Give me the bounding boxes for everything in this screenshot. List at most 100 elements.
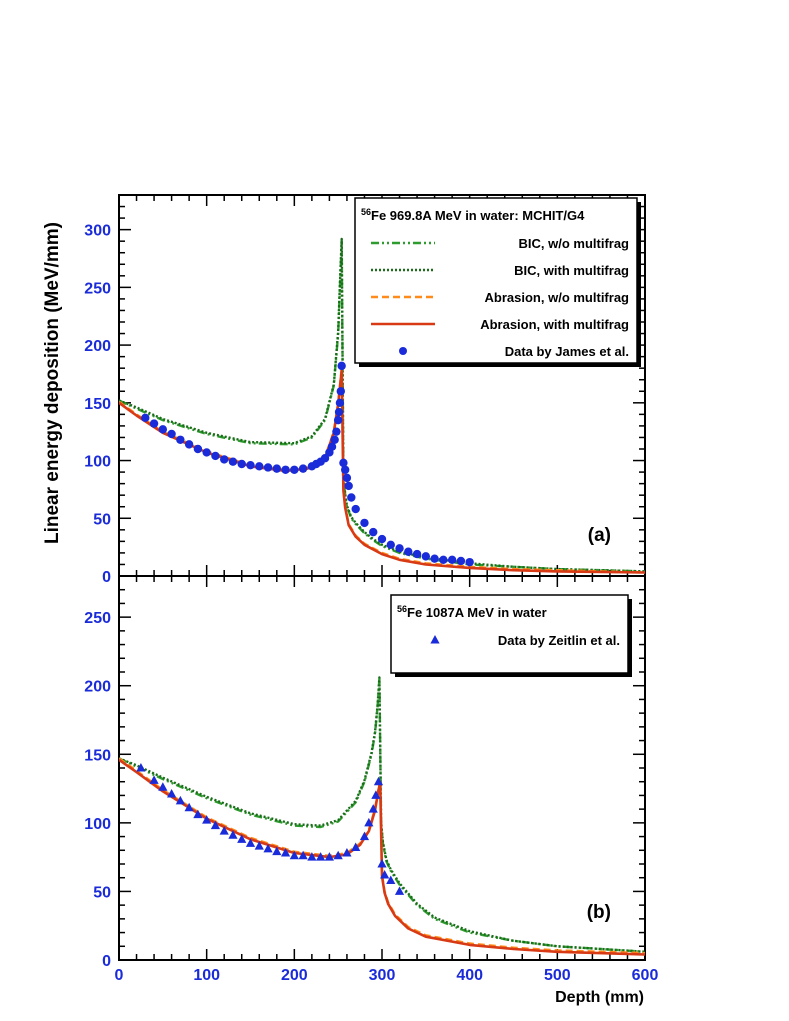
- y-axis-label: Linear energy deposition (MeV/mm): [42, 222, 63, 544]
- data-point: [394, 886, 405, 895]
- data-point: [439, 555, 448, 565]
- data-point: [228, 830, 238, 839]
- data-point: [280, 848, 291, 857]
- data-point: [344, 481, 353, 491]
- data-point: [228, 457, 238, 466]
- y-tick-label: 100: [84, 454, 111, 471]
- legend-entry-label: Abrasion, with multifrag: [480, 317, 629, 332]
- legend-entry-label: Data by Zeitlin et al.: [498, 633, 620, 648]
- y-tick-label: 150: [84, 396, 111, 413]
- data-point: [373, 776, 384, 786]
- data-point: [324, 852, 334, 861]
- data-point: [136, 763, 146, 772]
- y-tick-label: 50: [93, 511, 111, 528]
- legend-title-superscript: 56: [397, 604, 407, 614]
- data-point: [395, 544, 404, 553]
- data-point: [263, 843, 273, 853]
- legend-entry-label: Data by James et al.: [505, 344, 629, 359]
- y-tick-label: 0: [102, 569, 111, 586]
- x-tick-label: 600: [632, 967, 659, 984]
- legend-b: 56Fe 1087A MeV in water Data by Zeitlin e…: [390, 594, 632, 677]
- y-tick-label: 0: [102, 953, 111, 970]
- data-point: [254, 841, 264, 850]
- data-point: [272, 464, 281, 473]
- legend-title: 56Fe 1087A MeV in water: [397, 604, 547, 620]
- legend-entry-label: Abrasion, w/o multifrag: [485, 290, 630, 305]
- data-point: [175, 795, 185, 805]
- data-point: [339, 458, 348, 468]
- legend-marker: [399, 347, 407, 355]
- legend-title: 56Fe 969.8A MeV in water: MCHIT/G4: [361, 207, 585, 223]
- data-point: [360, 518, 369, 528]
- data-point: [368, 804, 378, 813]
- data-point: [255, 462, 264, 471]
- x-tick-label: 0: [115, 967, 124, 984]
- data-point: [342, 848, 352, 857]
- data-point: [347, 493, 356, 502]
- x-axis-label: Depth (mm): [555, 989, 644, 1006]
- y-tick-label: 50: [93, 884, 111, 901]
- legend-box: [390, 594, 629, 674]
- data-point: [336, 387, 345, 396]
- y-tick-label: 300: [84, 223, 111, 240]
- plot-area-a: 0 50 100 150 200 250 300: [84, 194, 646, 586]
- legend-box: [354, 197, 638, 364]
- data-point: [141, 413, 150, 423]
- series-line: [119, 758, 645, 956]
- data-point: [386, 540, 395, 550]
- data-point: [167, 789, 177, 798]
- legend-title-text: Fe 1087A MeV in water: [407, 605, 547, 620]
- data-point: [333, 415, 343, 425]
- data-point: [327, 442, 337, 451]
- legend-entry-label: BIC, w/o multifrag: [519, 236, 630, 251]
- y-tick-label: 250: [84, 610, 111, 627]
- data-point: [371, 790, 381, 799]
- data-point: [184, 802, 194, 812]
- data-point: [158, 425, 168, 434]
- data-point: [237, 459, 246, 469]
- panel-b: 0 50 100 150 200 250 0 100 200 300 400 500 600 56Fe …: [84, 575, 659, 984]
- data-point: [272, 846, 282, 856]
- data-point: [210, 820, 221, 830]
- panel-label-a: (a): [588, 525, 611, 546]
- data-point: [149, 775, 159, 784]
- data-point: [211, 451, 220, 461]
- data-point: [320, 454, 330, 463]
- data-point: [330, 435, 339, 444]
- data-point: [245, 838, 256, 847]
- legend-title-text: Fe 969.8A MeV in water: MCHIT/G4: [371, 208, 585, 223]
- data-point: [176, 435, 185, 444]
- data-point: [447, 555, 457, 565]
- data-point: [246, 460, 255, 470]
- data-point: [369, 527, 378, 537]
- data-point: [193, 809, 203, 819]
- y-tick-label: 150: [84, 747, 111, 764]
- data-point: [263, 463, 273, 472]
- data-point: [298, 464, 308, 473]
- data-point: [377, 534, 387, 544]
- data-point: [167, 429, 176, 439]
- data-point: [316, 852, 326, 861]
- y-tick-label: 100: [84, 816, 111, 833]
- series-3-group: [119, 758, 645, 956]
- data-point: [307, 852, 317, 861]
- data-point: [386, 875, 396, 884]
- data-point: [158, 782, 168, 791]
- data-point: [342, 473, 352, 483]
- x-tick-label: 500: [544, 967, 571, 984]
- data-point: [340, 465, 350, 474]
- data-point: [219, 826, 229, 835]
- data-point: [220, 455, 229, 464]
- data-point: [149, 419, 159, 428]
- data-point: [335, 398, 345, 408]
- y-tick-label: 200: [84, 679, 111, 696]
- data-point: [202, 815, 212, 824]
- data-point: [351, 842, 361, 852]
- legend-title-superscript: 56: [361, 207, 371, 217]
- data-point: [337, 361, 346, 371]
- x-tick-label: 200: [281, 967, 308, 984]
- data-point: [290, 465, 299, 474]
- data-point: [289, 850, 299, 860]
- panel-a: 0 50 100 150 200 250 300 56Fe 969.8A MeV in wa…: [84, 194, 646, 586]
